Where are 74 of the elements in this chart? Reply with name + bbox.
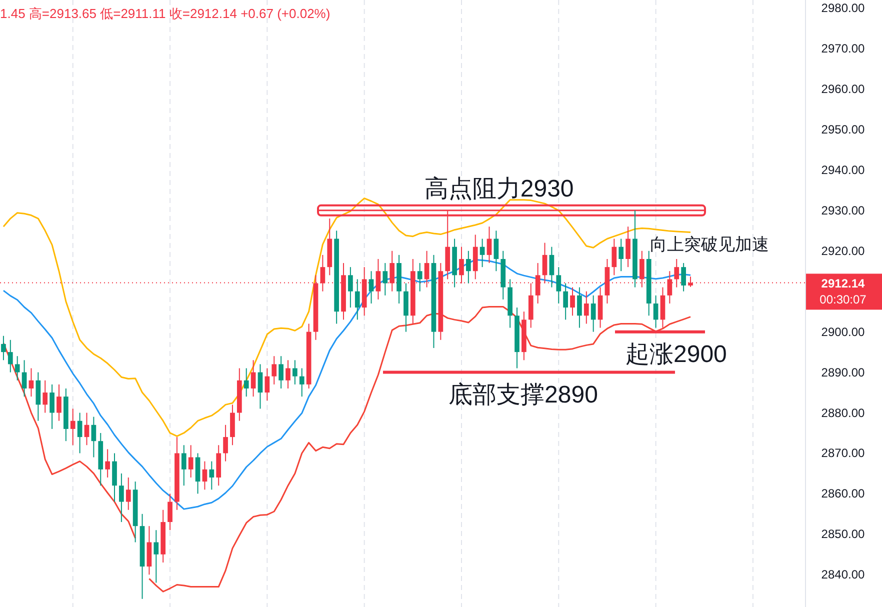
candlestick	[618, 238, 624, 272]
candlestick	[22, 360, 27, 398]
candlestick	[494, 230, 499, 272]
candlestick	[264, 368, 270, 402]
candlestick	[348, 266, 353, 308]
candlestick	[590, 294, 596, 332]
ref-line-label: 起涨2900	[626, 340, 727, 368]
candlestick	[570, 286, 575, 316]
candlestick	[105, 448, 110, 478]
y-tick-label: 2970.00	[821, 42, 866, 56]
y-tick-label: 2940.00	[821, 162, 866, 177]
candlestick	[188, 444, 194, 478]
y-tick-label: 2960.00	[821, 82, 866, 96]
y-tick-label: 2860.00	[821, 486, 866, 501]
candlestick	[209, 460, 214, 490]
candlestick	[258, 364, 263, 410]
annotation: 1.45 高=2913.65 低=2911.11 收=2912.14 +0.67 (+0.02%)	[0, 6, 330, 21]
candlestick	[77, 412, 82, 454]
candlestick	[368, 270, 374, 304]
y-tick-label: 2870.00	[821, 446, 866, 460]
candlestick	[126, 477, 131, 510]
candlestick	[354, 278, 360, 320]
candlestick	[299, 368, 304, 398]
candlestick	[84, 412, 90, 446]
candlestick	[28, 368, 34, 398]
candlestick	[181, 444, 186, 486]
candlestick	[8, 339, 13, 373]
candlestick	[202, 460, 208, 490]
y-tick-label: 2950.00	[821, 122, 866, 136]
candlestick	[119, 472, 124, 523]
candlestick	[556, 266, 562, 304]
candlestick	[70, 408, 76, 446]
candlestick	[681, 262, 686, 292]
candlestick	[417, 262, 422, 292]
candlestick	[50, 384, 54, 430]
candlestick	[223, 424, 228, 462]
candlestick	[577, 286, 582, 328]
candlestick	[14, 356, 20, 381]
candlestick	[292, 360, 298, 385]
candlestick	[278, 356, 284, 389]
candlestick	[168, 493, 172, 531]
annotation: 向上突破见加速	[650, 235, 769, 254]
candlestick	[466, 250, 471, 284]
candlestick	[480, 238, 485, 268]
y-tick-label: 2980.00	[821, 1, 866, 16]
candlestick	[653, 294, 658, 328]
y-tick-label: 2840.00	[821, 568, 866, 582]
candlestick	[154, 530, 159, 584]
candlestick	[549, 246, 554, 288]
candlestick	[382, 262, 388, 296]
candlestick	[584, 290, 589, 324]
candlestick	[244, 368, 249, 398]
y-tick-label: 2900.00	[821, 324, 866, 339]
candlestick	[42, 380, 48, 414]
candlestick	[1, 335, 6, 361]
y-tick-label: 2880.00	[821, 406, 866, 420]
candlestick	[563, 282, 568, 320]
candlestick	[250, 360, 256, 398]
ref-line-label: 高点阻力2930	[424, 175, 574, 202]
ref-line-label: 底部支撑2890	[448, 381, 598, 408]
y-tick-label: 2920.00	[821, 244, 866, 258]
candlestick	[626, 226, 630, 268]
candlestick	[56, 384, 62, 422]
candlestick	[286, 360, 290, 389]
candlestick	[486, 226, 492, 264]
candlestick	[272, 356, 277, 385]
candlestick	[674, 258, 680, 288]
ref-line-label: 2912.14	[821, 276, 866, 291]
y-tick-label: 2850.00	[821, 527, 866, 542]
y-tick-label: 2890.00	[821, 365, 866, 380]
text: 00:30:07	[820, 292, 867, 307]
candlestick	[612, 238, 617, 276]
candlestick	[91, 416, 96, 458]
y-tick-label: 2930.00	[821, 203, 866, 218]
